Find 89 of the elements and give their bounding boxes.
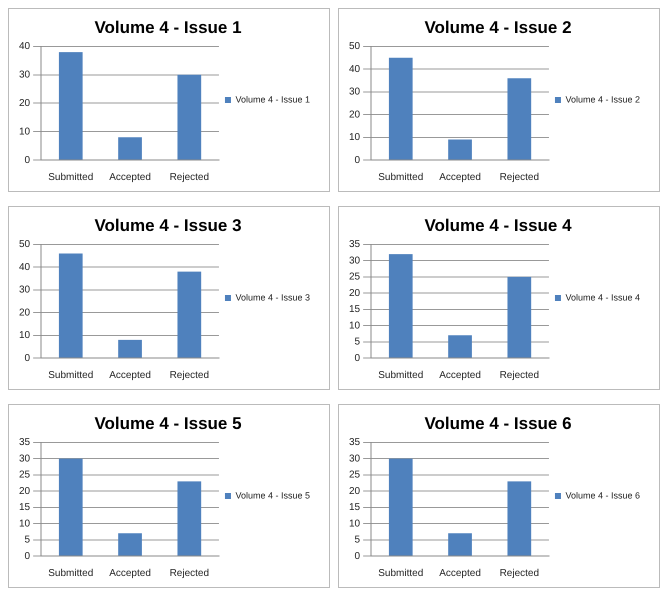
y-tick-label: 15: [349, 502, 361, 514]
x-tick-label: Rejected: [170, 568, 210, 579]
x-tick-label: Accepted: [109, 370, 151, 381]
legend-label: Volume 4 - Issue 5: [235, 490, 310, 500]
x-tick-label: Submitted: [378, 568, 424, 579]
y-tick-label: 35: [349, 437, 361, 448]
chart-title: Volume 4 - Issue 5: [94, 414, 242, 433]
y-tick-label: 10: [19, 330, 31, 342]
bar: [118, 137, 142, 160]
bar: [58, 52, 83, 160]
x-tick-label: Accepted: [109, 568, 151, 579]
bar: [177, 272, 202, 358]
x-tick-label: Submitted: [48, 370, 94, 381]
chart-title: Volume 4 - Issue 4: [424, 216, 572, 235]
y-tick-label: 0: [24, 154, 31, 166]
x-tick-label: Accepted: [109, 172, 151, 183]
bar: [388, 58, 413, 160]
bar: [58, 458, 83, 556]
y-tick-label: 35: [19, 437, 31, 448]
x-tick-label: Rejected: [170, 172, 210, 183]
y-tick-label: 5: [24, 534, 31, 546]
x-tick-label: Rejected: [500, 370, 540, 381]
bar: [507, 78, 532, 160]
y-tick-label: 40: [19, 262, 31, 273]
chart-title: Volume 4 - Issue 6: [424, 414, 572, 433]
bar: [388, 254, 413, 358]
x-tick-label: Submitted: [378, 370, 424, 381]
chart-title: Volume 4 - Issue 2: [424, 18, 572, 37]
y-tick-label: 0: [24, 352, 31, 364]
x-tick-label: Rejected: [500, 568, 540, 579]
y-tick-label: 25: [349, 272, 361, 283]
x-tick-label: Submitted: [378, 172, 424, 183]
bar: [388, 458, 413, 556]
y-tick-label: 0: [354, 154, 361, 166]
y-tick-label: 0: [354, 550, 361, 562]
x-tick-label: Accepted: [439, 370, 481, 381]
y-tick-label: 0: [354, 352, 361, 364]
y-tick-label: 30: [19, 284, 31, 296]
y-tick-label: 30: [19, 70, 31, 81]
legend-label: Volume 4 - Issue 1: [235, 94, 310, 104]
bar: [507, 276, 532, 358]
y-tick-label: 10: [19, 518, 31, 530]
bar: [177, 481, 202, 556]
bar: [58, 253, 83, 358]
y-tick-label: 10: [349, 132, 361, 144]
y-tick-label: 5: [354, 534, 361, 546]
y-tick-label: 35: [349, 239, 361, 250]
chart-title: Volume 4 - Issue 3: [94, 216, 242, 235]
y-tick-label: 20: [19, 307, 31, 318]
x-tick-label: Accepted: [439, 568, 481, 579]
x-tick-label: Rejected: [500, 172, 540, 183]
legend-label: Volume 4 - Issue 6: [565, 490, 640, 500]
y-tick-label: 20: [349, 486, 361, 497]
y-tick-label: 50: [349, 41, 361, 52]
bar: [448, 533, 472, 556]
x-tick-label: Rejected: [170, 370, 210, 381]
bar: [448, 140, 472, 160]
y-tick-label: 0: [24, 550, 31, 562]
y-tick-label: 10: [349, 320, 361, 332]
y-tick-label: 10: [19, 126, 31, 138]
bar: [118, 340, 142, 358]
y-tick-label: 20: [19, 98, 31, 109]
y-tick-label: 30: [349, 86, 361, 98]
y-tick-label: 20: [349, 109, 361, 120]
x-tick-label: Accepted: [439, 172, 481, 183]
y-tick-label: 25: [349, 470, 361, 481]
x-tick-label: Submitted: [48, 172, 94, 183]
x-tick-label: Submitted: [48, 568, 94, 579]
y-tick-label: 40: [349, 64, 361, 75]
y-tick-label: 10: [349, 518, 361, 530]
legend-label: Volume 4 - Issue 4: [565, 292, 640, 302]
y-tick-label: 25: [19, 470, 31, 481]
y-tick-label: 5: [354, 336, 361, 348]
bar: [448, 335, 472, 358]
y-tick-label: 20: [349, 288, 361, 299]
legend-label: Volume 4 - Issue 2: [565, 94, 640, 104]
y-tick-label: 30: [349, 255, 361, 266]
y-tick-label: 40: [19, 41, 31, 52]
chart-title: Volume 4 - Issue 1: [94, 18, 242, 37]
y-tick-label: 20: [19, 486, 31, 497]
y-tick-label: 15: [349, 304, 361, 316]
bar: [118, 533, 142, 556]
y-tick-label: 50: [19, 239, 31, 250]
y-tick-label: 15: [19, 502, 31, 514]
bar: [177, 74, 202, 160]
y-tick-label: 30: [349, 453, 361, 464]
bar: [507, 481, 532, 556]
y-tick-label: 30: [19, 453, 31, 464]
legend-label: Volume 4 - Issue 3: [235, 292, 310, 302]
